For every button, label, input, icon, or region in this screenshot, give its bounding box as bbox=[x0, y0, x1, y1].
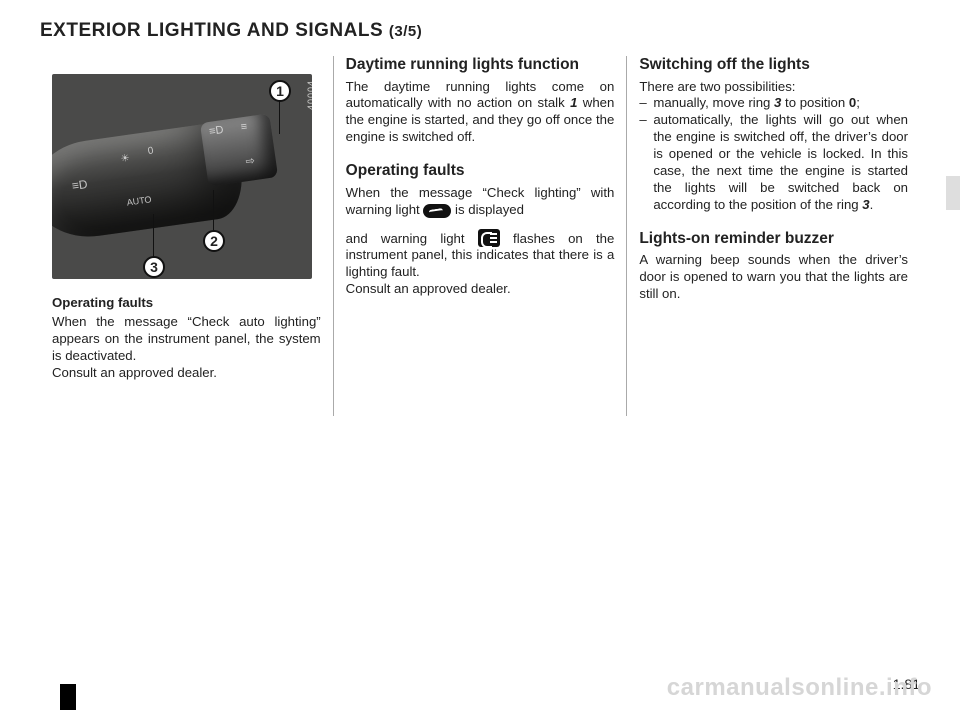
drl-block: Daytime running lights function The dayt… bbox=[346, 56, 615, 146]
left-faults-heading: Operating faults bbox=[52, 295, 321, 312]
print-mark bbox=[60, 684, 76, 710]
section-tab bbox=[946, 176, 960, 210]
switch-off-item-auto: automatically, the lights will go out wh… bbox=[639, 112, 908, 213]
column-middle: Daytime running lights function The dayt… bbox=[334, 56, 627, 616]
callout-line-2 bbox=[213, 190, 214, 232]
headlamp-icon: ≡D bbox=[71, 177, 88, 193]
off-li1-a: manually, move ring bbox=[653, 95, 774, 110]
column-right: Switching off the lights There are two p… bbox=[627, 56, 920, 616]
off-li2-ring: 3 bbox=[862, 197, 869, 212]
service-warning-icon bbox=[423, 204, 451, 218]
switch-off-item-manual: manually, move ring 3 to position 0; bbox=[639, 95, 908, 112]
callout-line-1 bbox=[279, 98, 280, 134]
mid-faults-2a: and warning light bbox=[346, 231, 478, 246]
page-title: EXTERIOR LIGHTING AND SIGNALS (3/5) bbox=[40, 20, 920, 42]
lamp-icon: ☀ bbox=[120, 153, 130, 165]
mid-faults-line2: and warning light flashes on the instrum… bbox=[346, 229, 615, 282]
title-main: EXTERIOR LIGHTING AND SIGNALS bbox=[40, 20, 383, 41]
indicator-icon: ⇨ bbox=[245, 154, 256, 168]
mid-faults-1b: is displayed bbox=[455, 202, 524, 217]
column-left: 40004 ≡D ☀ AUTO 0 ≡D ≡ ⇨ 1 2 3 bbox=[40, 56, 333, 616]
switch-off-list: manually, move ring 3 to position 0; aut… bbox=[639, 95, 908, 213]
mid-faults-line3: Consult an approved dealer. bbox=[346, 281, 615, 298]
switch-off-intro: There are two possibilities: bbox=[639, 79, 908, 96]
manual-page: EXTERIOR LIGHTING AND SIGNALS (3/5) 4000… bbox=[0, 0, 960, 710]
image-code: 40004 bbox=[306, 80, 312, 110]
off-li1-c: ; bbox=[856, 95, 860, 110]
left-faults-text1: When the message “Check auto li­ghting” … bbox=[52, 314, 321, 365]
left-faults-block: Operating faults When the message “Check… bbox=[52, 295, 321, 381]
callout-2: 2 bbox=[203, 230, 225, 252]
off-li2-b: . bbox=[870, 197, 874, 212]
foglight-icon: ≡D bbox=[208, 124, 224, 138]
title-page-count: (3/5) bbox=[389, 23, 422, 40]
left-faults-text2: Consult an approved dealer. bbox=[52, 365, 321, 382]
switch-off-block: Switching off the lights There are two p… bbox=[639, 56, 908, 214]
stalk-tip-shape: ≡D ≡ ⇨ bbox=[200, 113, 278, 186]
callout-1: 1 bbox=[269, 80, 291, 102]
buzzer-block: Lights-on reminder buzzer A warning beep… bbox=[639, 230, 908, 303]
auto-label: AUTO bbox=[126, 194, 152, 207]
buzzer-heading: Lights-on reminder buzzer bbox=[639, 230, 908, 249]
lighting-warning-icon bbox=[478, 229, 500, 247]
zero-label: 0 bbox=[147, 145, 154, 157]
mid-faults-block: Operating faults When the message “Check… bbox=[346, 162, 615, 298]
page-number: 1.81 bbox=[893, 676, 920, 692]
drl-heading: Daytime running lights function bbox=[346, 56, 615, 75]
drl-text: The daytime running lights come on autom… bbox=[346, 79, 615, 147]
switch-off-heading: Switching off the lights bbox=[639, 56, 908, 75]
buzzer-text: A warning beep sounds when the driv­er’s… bbox=[639, 252, 908, 303]
off-li1-b: to position bbox=[781, 95, 848, 110]
mid-faults-line1: When the message “Check lighting” with w… bbox=[346, 185, 615, 219]
columns: 40004 ≡D ☀ AUTO 0 ≡D ≡ ⇨ 1 2 3 bbox=[40, 56, 920, 616]
highbeam-icon: ≡ bbox=[240, 121, 248, 134]
callout-3: 3 bbox=[143, 256, 165, 278]
stalk-figure: 40004 ≡D ☀ AUTO 0 ≡D ≡ ⇨ 1 2 3 bbox=[52, 74, 312, 279]
mid-faults-heading: Operating faults bbox=[346, 162, 615, 181]
